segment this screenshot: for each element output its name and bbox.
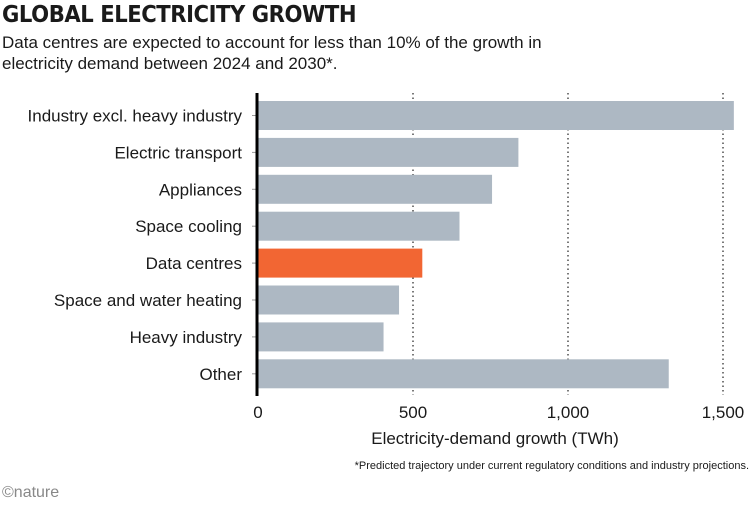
- x-tick-label: 0: [253, 403, 262, 422]
- category-label: Heavy industry: [130, 328, 243, 347]
- bar-space-cooling: [258, 211, 460, 241]
- bar-industry-excl-heavy-industry: [258, 101, 734, 130]
- x-tick-label: 1,500: [702, 403, 745, 422]
- chart-title: GLOBAL ELECTRICITY GROWTH: [2, 2, 357, 28]
- x-tick-label: 500: [399, 403, 427, 422]
- category-label: Other: [199, 365, 242, 384]
- bar-other: [258, 359, 669, 389]
- category-label: Space and water heating: [54, 291, 242, 310]
- nature-logo: ©nature: [2, 484, 60, 501]
- category-label: Appliances: [159, 180, 242, 199]
- bar-appliances: [258, 174, 493, 204]
- footnote: *Predicted trajectory under current regu…: [354, 460, 749, 472]
- bar-electric-transport: [258, 137, 519, 167]
- chart-subtitle: Data centres are expected to account for…: [2, 33, 542, 73]
- category-label: Industry excl. heavy industry: [28, 107, 243, 126]
- category-label: Electric transport: [114, 143, 242, 162]
- bar-heavy-industry: [258, 322, 384, 352]
- bar-data-centres: [258, 248, 423, 278]
- category-label: Data centres: [146, 254, 242, 273]
- x-axis-title: Electricity-demand growth (TWh): [371, 429, 619, 448]
- x-tick-label: 1,000: [547, 403, 590, 422]
- category-label: Space cooling: [135, 217, 242, 236]
- bar-space-and-water-heating: [258, 285, 400, 315]
